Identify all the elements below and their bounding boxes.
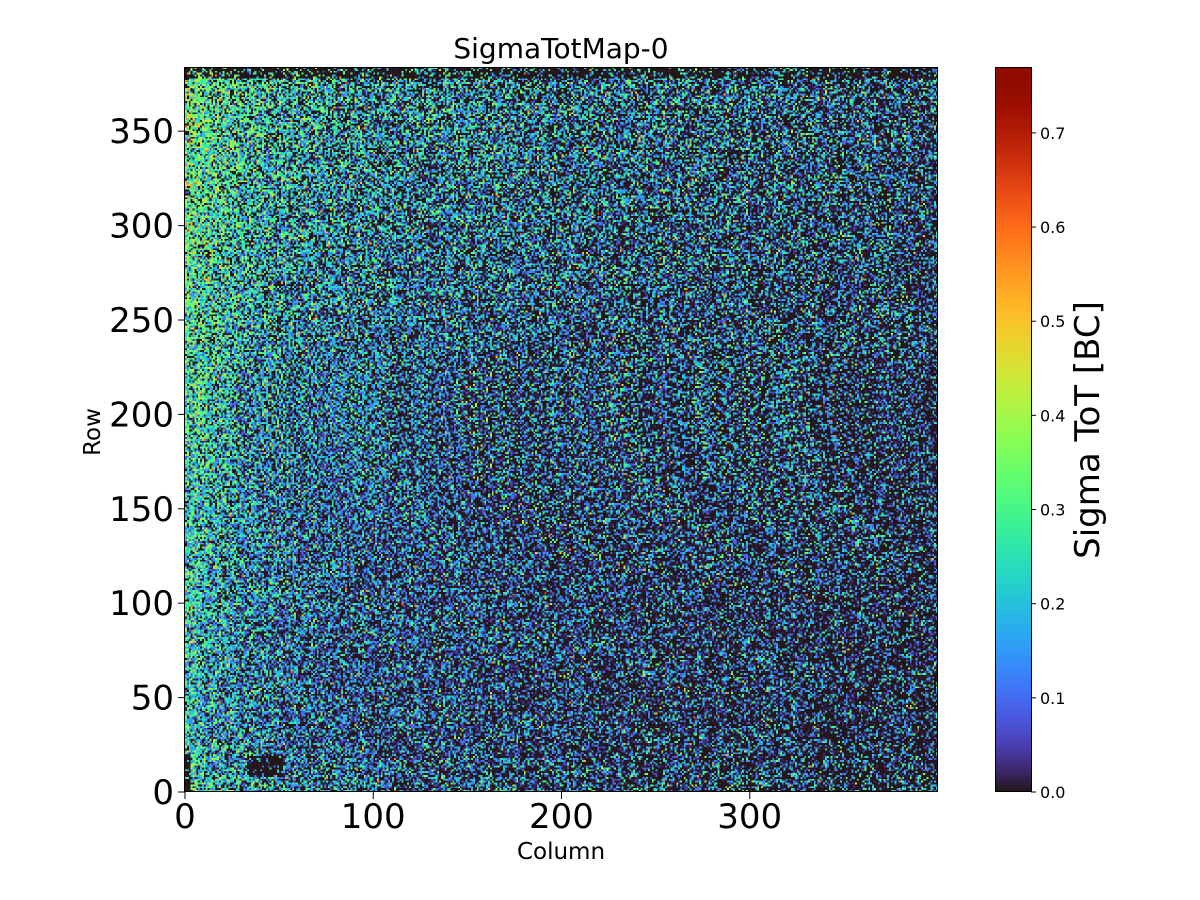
y-axis-ticks: 0 50 100 150 200 250 300 350 bbox=[109, 112, 185, 813]
y-axis-label: Row bbox=[80, 408, 106, 456]
colorbar-tick-label: 0.1 bbox=[1040, 689, 1065, 708]
y-tick-label: 200 bbox=[109, 395, 174, 435]
heatmap-image bbox=[185, 67, 938, 792]
y-tick-label: 300 bbox=[109, 207, 174, 247]
x-axis-label: Column bbox=[517, 839, 605, 865]
y-tick-label: 0 bbox=[152, 773, 174, 813]
colorbar-label: Sigma ToT [BC] bbox=[1068, 301, 1108, 559]
x-tick-label: 200 bbox=[529, 797, 594, 837]
colorbar-tick-label: 0.3 bbox=[1040, 501, 1065, 520]
colorbar-gradient bbox=[996, 67, 1031, 792]
colorbar-ticks: 0.0 0.1 0.2 0.3 0.4 0.5 0.6 0.7 bbox=[1031, 124, 1065, 802]
y-tick-label: 150 bbox=[109, 490, 174, 530]
colorbar-tick-label: 0.0 bbox=[1040, 783, 1065, 802]
chart-title: SigmaTotMap-0 bbox=[453, 32, 668, 65]
colorbar-tick-label: 0.2 bbox=[1040, 595, 1065, 614]
y-tick-label: 50 bbox=[131, 679, 174, 719]
x-axis-ticks: 0 100 200 300 bbox=[174, 792, 782, 837]
colorbar-tick-label: 0.7 bbox=[1040, 124, 1065, 143]
colorbar-tick-label: 0.5 bbox=[1040, 312, 1065, 331]
x-tick-label: 100 bbox=[341, 797, 406, 837]
y-tick-label: 250 bbox=[109, 301, 174, 341]
colorbar-tick-label: 0.6 bbox=[1040, 218, 1065, 237]
y-tick-label: 350 bbox=[109, 112, 174, 152]
x-tick-label: 300 bbox=[717, 797, 782, 837]
x-tick-label: 0 bbox=[174, 797, 196, 837]
colorbar-tick-label: 0.4 bbox=[1040, 406, 1065, 425]
y-tick-label: 100 bbox=[109, 584, 174, 624]
plot-frame bbox=[184, 67, 938, 792]
colorbar-frame bbox=[995, 67, 1032, 792]
